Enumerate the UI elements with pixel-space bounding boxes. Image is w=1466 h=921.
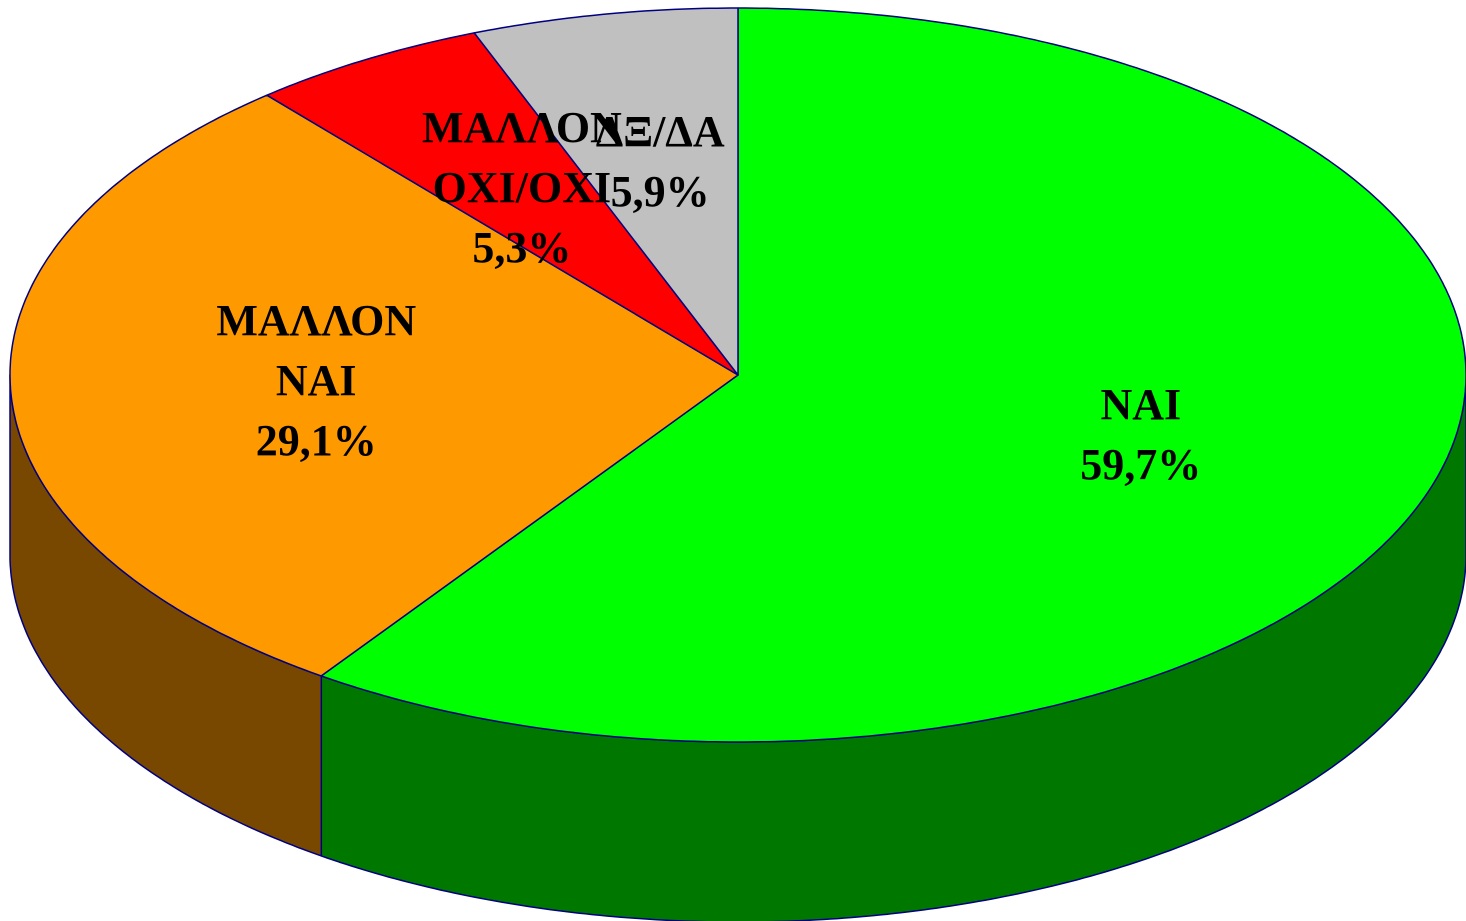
slice [473, 7, 739, 376]
slice [9, 94, 739, 677]
label-line: ΝΑΙ [1100, 380, 1181, 429]
label-line: ΜΑΛΛΟΝ [216, 296, 416, 345]
slice-label: ΜΑΛΛΟΝ ΝΑΙ [216, 296, 416, 405]
slice [320, 7, 1466, 743]
slice-label: ΝΑΙ [1100, 380, 1181, 429]
label-line: ΜΑΛΛΟΝ [422, 103, 622, 152]
slice-label: ΔΞ/ΔΑ [596, 107, 725, 156]
value-label: 5,3% [472, 223, 571, 272]
label-line: ΔΞ/ΔΑ [596, 107, 725, 156]
slice-label: ΜΑΛΛΟΝ ΟΧΙ/ΟΧΙ [422, 103, 622, 212]
label-line: ΝΑΙ [276, 356, 357, 405]
slice [266, 32, 739, 376]
value-label: 29,1% [256, 416, 377, 465]
value-label: 5,9% [611, 167, 710, 216]
value-label: 59,7% [1080, 440, 1201, 489]
label-line: ΟΧΙ/ΟΧΙ [433, 163, 611, 212]
